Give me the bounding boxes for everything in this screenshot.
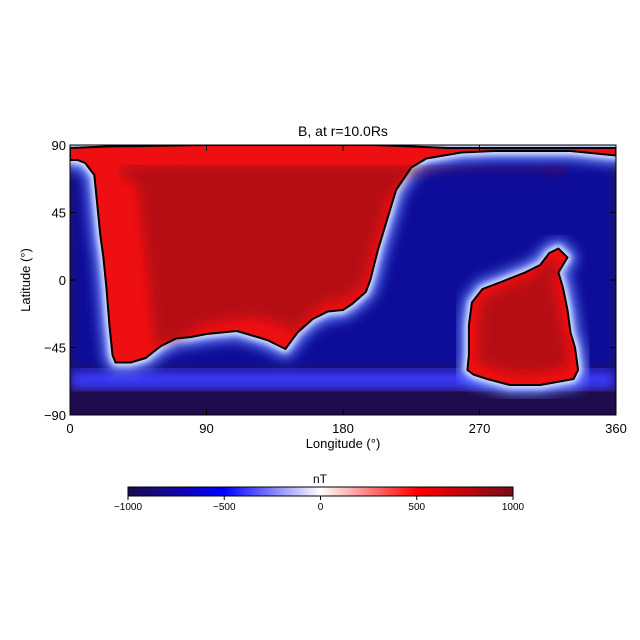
- x-axis: 0 90 180 270 360: [66, 145, 627, 436]
- x-tick-label: 360: [605, 421, 627, 436]
- colorbar: [127, 486, 514, 497]
- field-regions: [70, 145, 616, 394]
- y-axis-label: Latitude (°): [18, 248, 33, 312]
- y-tick-label: 0: [59, 273, 66, 288]
- colorbar-label: nT: [313, 472, 328, 486]
- x-tick-label: 90: [199, 421, 213, 436]
- colorbar-tick-label: 0: [318, 502, 324, 513]
- y-tick-label: 90: [52, 138, 66, 153]
- x-tick-label: 270: [469, 421, 491, 436]
- positive-region-core-0: [119, 164, 567, 343]
- x-tick-label: 0: [66, 421, 73, 436]
- y-tick-label: −45: [44, 341, 66, 356]
- x-tick-label: 180: [332, 421, 354, 436]
- zero-contour-1: [466, 247, 580, 386]
- colorbar-tick-label: −500: [213, 502, 236, 513]
- x-axis-label: Longitude (°): [306, 436, 381, 451]
- colorbar-tick-label: 500: [408, 502, 425, 513]
- y-axis: 90 45 0 −45 −90: [44, 138, 616, 423]
- colorbar-tick-label: 1000: [502, 502, 525, 513]
- colorbar-tick-label: −1000: [114, 502, 143, 513]
- y-tick-label: 45: [52, 206, 66, 221]
- plot-area: [70, 145, 616, 415]
- y-tick-label: −90: [44, 408, 66, 423]
- chart-title: B, at r=10.0Rs: [298, 123, 388, 139]
- positive-region-core-1: [477, 260, 569, 373]
- zero-contour-0: [70, 145, 616, 364]
- colorbar-ticks: −1000 −500 0 500 1000: [114, 496, 525, 513]
